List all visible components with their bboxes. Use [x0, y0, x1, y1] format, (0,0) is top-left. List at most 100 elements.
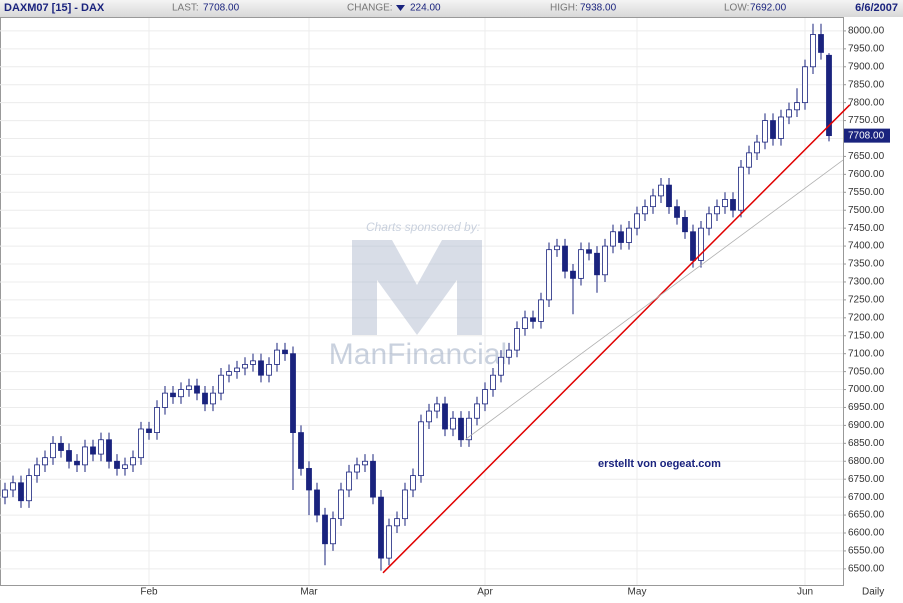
candle-body — [322, 514, 328, 545]
candle-body — [698, 227, 704, 261]
candle-body — [74, 460, 80, 466]
candle-body — [90, 446, 96, 455]
y-tick-label: 7800.00 — [848, 97, 885, 108]
candle-body — [746, 152, 752, 168]
candle-body — [546, 249, 552, 301]
y-tick-label: 6650.00 — [848, 510, 885, 521]
y-tick-label: 7500.00 — [848, 205, 885, 216]
y-tick-label: 6850.00 — [848, 438, 885, 449]
candle-body — [2, 489, 8, 498]
candle-body — [810, 34, 816, 68]
y-tick-label: 6500.00 — [848, 564, 885, 575]
candle-body — [98, 439, 104, 455]
last-value: 7708.00 — [203, 3, 240, 14]
candle-body — [474, 403, 480, 419]
candle-body — [42, 457, 48, 466]
candle-body — [10, 482, 16, 491]
y-tick-label: 7600.00 — [848, 169, 885, 180]
x-tick-label: Apr — [477, 587, 493, 598]
candle-body — [178, 389, 184, 398]
x-tick-label: May — [628, 587, 647, 598]
symbol: DAXM07 [15] - DAX — [4, 2, 105, 14]
candle-body — [218, 374, 224, 394]
candle-body — [498, 356, 504, 376]
candle-body — [666, 184, 672, 208]
candle-body — [170, 392, 176, 398]
x-axis-label: Daily — [862, 587, 884, 598]
candle-body — [58, 442, 64, 451]
candle-body — [690, 231, 696, 261]
candle-body — [122, 464, 128, 469]
candle-body — [242, 364, 248, 369]
marks — [2, 23, 851, 574]
candle-body — [378, 496, 384, 559]
candle-body — [770, 120, 776, 139]
candle-body — [106, 439, 112, 462]
candle-body — [18, 482, 24, 502]
watermark-caption: Charts sponsored by: — [366, 220, 480, 234]
candle-body — [330, 518, 336, 545]
candle-body — [586, 249, 592, 254]
candle-body — [722, 199, 728, 208]
y-tick-label: 7250.00 — [848, 295, 885, 306]
candle-body — [354, 464, 360, 473]
candle-body — [146, 428, 152, 433]
candle-body — [50, 442, 56, 459]
candle-body — [530, 317, 536, 322]
candle-body — [754, 141, 760, 154]
candle-body — [186, 385, 192, 390]
candle-body — [202, 392, 208, 405]
candle-body — [538, 299, 544, 322]
candle-body — [306, 468, 312, 491]
candle-body — [298, 432, 304, 469]
change-label: CHANGE: — [347, 3, 393, 14]
candle-body — [634, 213, 640, 229]
candle-body — [458, 417, 464, 441]
y-tick-label: 7050.00 — [848, 366, 885, 377]
y-tick-label: 7900.00 — [848, 61, 885, 72]
candle-body — [130, 457, 136, 466]
candle-body — [658, 184, 664, 197]
candle-body — [426, 410, 432, 423]
y-tick-label: 6750.00 — [848, 474, 885, 485]
candle-body — [450, 417, 456, 430]
y-tick-label: 7950.00 — [848, 43, 885, 54]
candle-body — [154, 407, 160, 433]
candle-body — [394, 518, 400, 527]
last-price-box — [844, 128, 890, 143]
trend-line — [382, 104, 851, 574]
candle-body — [386, 525, 392, 559]
candle-body — [714, 206, 720, 215]
candle-body — [210, 392, 216, 405]
candle-body — [194, 385, 200, 394]
candle-body — [266, 364, 272, 376]
candle-body — [562, 245, 568, 272]
x-tick-label: Mar — [300, 587, 318, 598]
watermark-brand: ManFinancial — [329, 338, 507, 371]
candle-body — [114, 460, 120, 469]
y-tick-label: 6800.00 — [848, 456, 885, 467]
candle-body — [26, 475, 32, 502]
candle-body — [786, 109, 792, 118]
candle-body — [346, 471, 352, 491]
candle-body — [762, 120, 768, 143]
candle-body — [794, 102, 800, 111]
candle-body — [706, 213, 712, 229]
candle-body — [482, 389, 488, 405]
candle-body — [602, 245, 608, 276]
last-label: LAST: — [172, 3, 199, 14]
low-value: 7692.00 — [750, 3, 787, 14]
candle-body — [818, 34, 824, 53]
candle-body — [234, 367, 240, 373]
candle-body — [66, 450, 72, 462]
x-tick-label: Feb — [140, 587, 158, 598]
candle-body — [410, 475, 416, 491]
candle-body — [738, 166, 744, 211]
candle-body — [82, 446, 88, 466]
watermark-logo — [352, 240, 482, 335]
y-tick-label: 7400.00 — [848, 241, 885, 252]
candle-body — [594, 252, 600, 276]
candle-body — [778, 116, 784, 139]
last-price-label: 7708.00 — [848, 130, 885, 141]
